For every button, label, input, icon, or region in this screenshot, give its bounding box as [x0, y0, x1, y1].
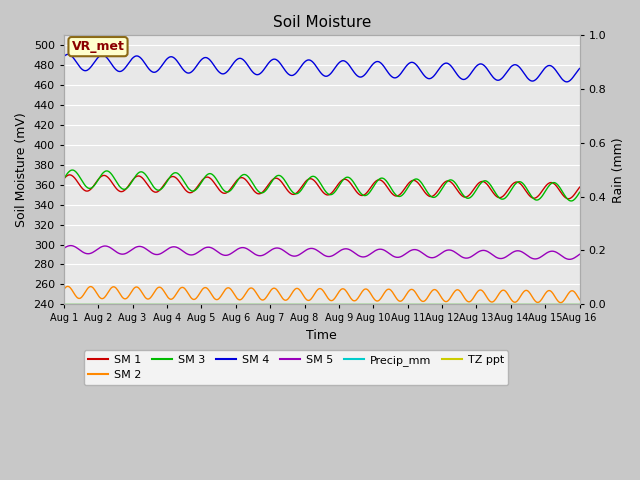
Line: SM 2: SM 2 [64, 287, 580, 302]
Line: SM 5: SM 5 [64, 246, 580, 259]
SM 1 [203, 174, 211, 180]
SM 2 [60, 287, 68, 292]
SM 1 [60, 176, 68, 182]
TZ ppt [175, 301, 182, 307]
SM 5 [70, 243, 77, 249]
Precip_mm [399, 301, 407, 307]
SM 5 [67, 243, 75, 249]
TZ ppt [384, 301, 392, 307]
TZ ppt [122, 301, 130, 307]
SM 3 [175, 172, 183, 178]
SM 1 [385, 187, 393, 192]
SM 3 [60, 176, 68, 181]
Precip_mm [69, 301, 77, 307]
SM 5 [175, 246, 183, 252]
SM 3 [576, 189, 584, 195]
SM 1 [123, 185, 131, 191]
SM 3 [123, 185, 131, 191]
SM 3 [567, 198, 575, 204]
X-axis label: Time: Time [307, 329, 337, 342]
SM 2 [576, 297, 584, 302]
SM 4 [576, 66, 584, 72]
TZ ppt [202, 301, 210, 307]
Precip_mm [60, 301, 68, 307]
SM 4 [385, 71, 393, 76]
SM 3 [203, 172, 211, 178]
Y-axis label: Soil Moisture (mV): Soil Moisture (mV) [15, 112, 28, 227]
TZ ppt [576, 301, 584, 307]
SM 5 [576, 252, 584, 257]
SM 4 [175, 61, 183, 67]
SM 1 [66, 172, 74, 178]
SM 3 [385, 181, 393, 187]
TZ ppt [69, 301, 77, 307]
SM 2 [203, 285, 211, 291]
Text: VR_met: VR_met [72, 40, 124, 53]
TZ ppt [399, 301, 407, 307]
SM 4 [70, 56, 77, 61]
SM 4 [563, 79, 571, 85]
SM 1 [400, 187, 408, 192]
SM 5 [566, 256, 573, 262]
SM 3 [70, 168, 77, 173]
SM 5 [123, 250, 131, 256]
Precip_mm [202, 301, 210, 307]
SM 2 [385, 286, 393, 292]
SM 4 [203, 55, 211, 60]
Line: SM 3: SM 3 [64, 170, 580, 201]
SM 2 [63, 284, 71, 289]
SM 5 [203, 244, 211, 250]
Legend: SM 1, SM 2, SM 3, SM 4, SM 5, Precip_mm, TZ ppt: SM 1, SM 2, SM 3, SM 4, SM 5, Precip_mm,… [84, 350, 508, 385]
SM 1 [564, 196, 572, 202]
SM 2 [123, 295, 131, 301]
SM 2 [175, 287, 183, 292]
SM 5 [385, 251, 393, 256]
SM 5 [400, 252, 408, 258]
Y-axis label: Rain (mm): Rain (mm) [612, 137, 625, 203]
TZ ppt [60, 301, 68, 307]
SM 4 [64, 51, 72, 57]
SM 2 [400, 296, 408, 301]
SM 1 [70, 174, 77, 180]
SM 3 [400, 191, 408, 196]
Precip_mm [576, 301, 584, 307]
SM 1 [576, 184, 584, 190]
SM 2 [557, 300, 565, 305]
Title: Soil Moisture: Soil Moisture [273, 15, 371, 30]
SM 4 [60, 54, 68, 60]
SM 4 [123, 62, 131, 68]
SM 2 [70, 290, 77, 296]
Precip_mm [175, 301, 182, 307]
Precip_mm [122, 301, 130, 307]
Precip_mm [384, 301, 392, 307]
Line: SM 1: SM 1 [64, 175, 580, 199]
SM 1 [175, 179, 183, 184]
SM 5 [60, 245, 68, 251]
SM 3 [68, 167, 76, 173]
SM 4 [400, 66, 408, 72]
Line: SM 4: SM 4 [64, 54, 580, 82]
